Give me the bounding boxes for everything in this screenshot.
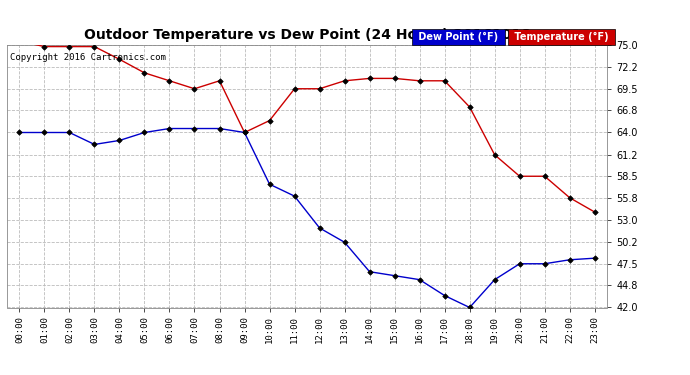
Text: Dew Point (°F): Dew Point (°F) <box>415 32 502 42</box>
Text: Copyright 2016 Cartronics.com: Copyright 2016 Cartronics.com <box>10 53 166 62</box>
Title: Outdoor Temperature vs Dew Point (24 Hours) 20161018: Outdoor Temperature vs Dew Point (24 Hou… <box>83 28 531 42</box>
Text: Temperature (°F): Temperature (°F) <box>511 32 612 42</box>
